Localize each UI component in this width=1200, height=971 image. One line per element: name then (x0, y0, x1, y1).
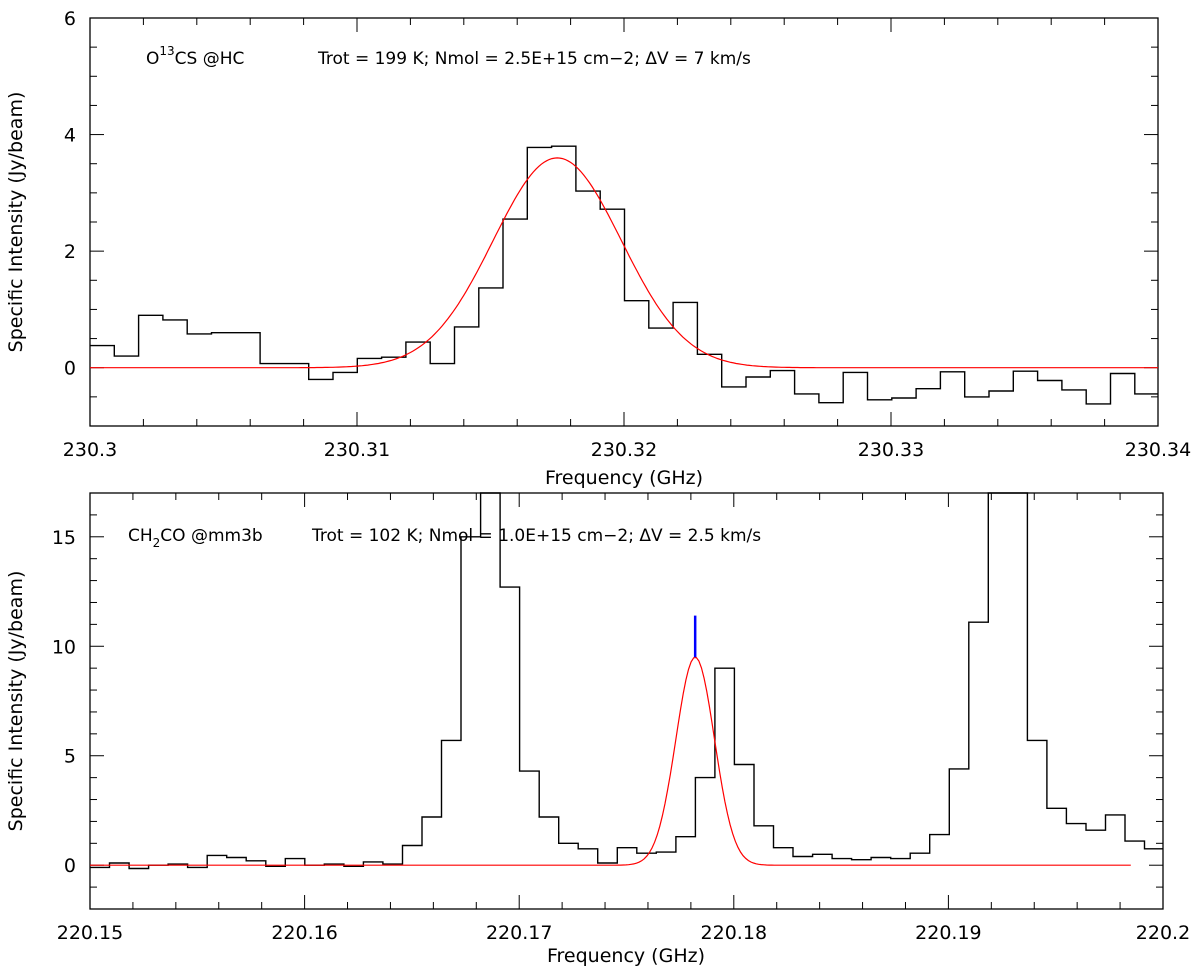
observed-spectrum-line (90, 145, 1158, 405)
x-tick-label: 230.32 (591, 439, 657, 461)
model-fit-line (90, 656, 1131, 866)
bottom-panel: 220.15 220.16 220.17 220.18 220.19 220.2 0 5 10 1… (5, 492, 1190, 967)
top-observed-histogram (90, 145, 1158, 405)
bottom-ticks (89, 492, 1164, 910)
x-tick-label: 230.31 (324, 439, 390, 461)
y-tick-label: 10 (52, 636, 76, 658)
bottom-y-axis-title: Specific Intensity (Jy/beam) (5, 571, 27, 832)
top-model-fit (90, 157, 1158, 369)
bottom-annotation-params: Trot = 102 K; Nmol = 1.0E+15 cm−2; ΔV = … (311, 526, 761, 546)
top-x-axis-title: Frequency (GHz) (545, 467, 703, 489)
top-tick-labels: 230.3 230.31 230.32 230.33 230.34 0 2 4 6 (63, 8, 1191, 461)
y-tick-label: 6 (64, 8, 76, 30)
x-tick-label: 230.34 (1125, 439, 1191, 461)
x-tick-label: 230.33 (858, 439, 924, 461)
bottom-tick-labels: 220.15 220.16 220.17 220.18 220.19 220.2 0 5 10 1… (52, 527, 1190, 944)
bottom-model-fit (90, 656, 1131, 866)
y-tick-label: 4 (64, 125, 76, 147)
x-tick-label: 220.18 (701, 922, 767, 944)
observed-spectrum-line (90, 492, 1163, 870)
top-gridless-ticks (89, 17, 1159, 427)
top-annotation-params: Trot = 199 K; Nmol = 2.5E+15 cm−2; ΔV = … (317, 49, 751, 69)
bottom-observed-histogram (90, 492, 1163, 870)
x-tick-label: 220.16 (271, 922, 337, 944)
y-tick-label: 5 (64, 746, 76, 768)
top-y-axis-title: Specific Intensity (Jy/beam) (5, 92, 27, 353)
y-tick-label: 15 (52, 527, 76, 549)
y-tick-label: 2 (64, 241, 76, 263)
model-fit-line (90, 157, 1158, 369)
bottom-x-axis-title: Frequency (GHz) (547, 945, 705, 967)
x-tick-label: 220.2 (1136, 922, 1190, 944)
y-tick-label: 0 (64, 855, 76, 877)
x-tick-label: 220.19 (915, 922, 981, 944)
top-panel: 230.3 230.31 230.32 230.33 230.34 0 2 4 6 O13CS … (5, 8, 1191, 489)
y-tick-label: 0 (64, 358, 76, 380)
x-tick-label: 230.3 (63, 439, 117, 461)
bottom-plot-frame (89, 492, 1164, 910)
x-tick-label: 220.15 (57, 922, 123, 944)
top-annotation-molecule: O13CS @HC (146, 44, 244, 69)
x-tick-label: 220.17 (486, 922, 552, 944)
bottom-annotation-molecule: CH2CO @mm3b (128, 526, 263, 550)
